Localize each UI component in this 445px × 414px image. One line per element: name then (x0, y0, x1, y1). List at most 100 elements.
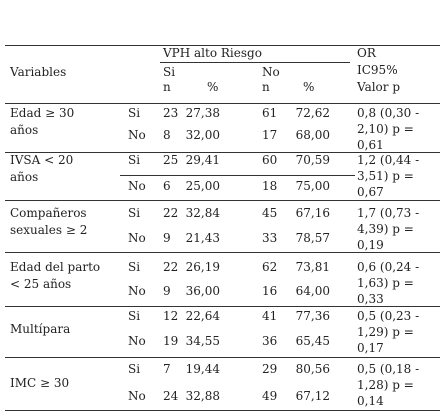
cell-pct: 29,41 (185, 153, 220, 167)
rule (5, 252, 440, 253)
header-si: Si (163, 65, 176, 79)
cell-pct: 77,36 (295, 309, 330, 323)
sub-label: Si (128, 153, 141, 167)
rule (5, 45, 440, 46)
cell-pct: 70,59 (295, 153, 330, 167)
variable-label: años (10, 170, 39, 184)
cell-pct: 36,00 (185, 284, 220, 298)
or-cell: 0,67 (357, 185, 384, 199)
cell-n: 25 (163, 153, 179, 167)
cell-n: 16 (262, 284, 278, 298)
header-pct: % (207, 80, 219, 94)
header-or: Valor p (357, 80, 401, 94)
variable-label: sexuales ≥ 2 (10, 223, 88, 237)
rule (5, 200, 440, 201)
cell-n: 61 (262, 106, 278, 120)
cell-n: 17 (262, 128, 278, 142)
cell-n: 18 (262, 179, 278, 193)
cell-pct: 75,00 (295, 179, 330, 193)
cell-pct: 32,88 (185, 389, 220, 403)
or-cell: 1,7 (0,73 - (357, 206, 420, 220)
or-cell: 0,14 (357, 394, 384, 408)
sub-label: No (128, 334, 146, 348)
cell-n: 6 (163, 179, 171, 193)
sub-label: No (128, 231, 146, 245)
sub-label: No (128, 284, 146, 298)
header-or: OR (357, 46, 376, 60)
or-cell: 1,63) p = (357, 276, 414, 290)
variable-label: años (10, 123, 39, 137)
variable-label: Edad del parto (10, 260, 101, 274)
sub-label: Si (128, 309, 141, 323)
cell-pct: 80,56 (295, 362, 330, 376)
header-n: n (163, 80, 171, 94)
or-cell: 0,17 (357, 341, 384, 355)
header-variables: Variables (10, 65, 67, 79)
cell-pct: 26,19 (185, 260, 220, 274)
cell-pct: 34,55 (185, 334, 220, 348)
sub-label: No (128, 128, 146, 142)
cell-n: 8 (163, 128, 171, 142)
cell-n: 33 (262, 231, 278, 245)
cell-n: 29 (262, 362, 278, 376)
or-cell: 2,10) p = (357, 122, 414, 136)
rule (5, 152, 440, 153)
variable-label: IMC ≥ 30 (10, 375, 70, 390)
cell-pct: 67,12 (295, 389, 330, 403)
header-n: n (262, 80, 270, 94)
cell-n: 41 (262, 309, 278, 323)
variable-label: Edad ≥ 30 (10, 106, 75, 120)
or-cell: 0,5 (0,18 - (357, 362, 420, 376)
cell-pct: 67,16 (295, 206, 330, 220)
or-cell: 0,8 (0,30 - (357, 106, 420, 120)
cell-pct: 22,64 (185, 309, 220, 323)
sub-label: Si (128, 106, 141, 120)
or-cell: 0,33 (357, 292, 384, 306)
cell-pct: 21,43 (185, 231, 220, 245)
cell-pct: 72,62 (295, 106, 330, 120)
cell-n: 22 (163, 206, 179, 220)
or-cell: 0,19 (357, 238, 384, 252)
cell-pct: 25,00 (185, 179, 220, 193)
or-cell: 4,39) p = (357, 222, 414, 236)
rule (120, 175, 355, 176)
or-cell: 1,2 (0,44 - (357, 153, 420, 167)
or-cell: 0,5 (0,23 - (357, 309, 420, 323)
header-group: VPH alto Riesgo (163, 46, 262, 60)
or-cell: 0,61 (357, 138, 384, 152)
header-or: IC95% (357, 63, 398, 77)
or-cell: 1,29) p = (357, 325, 414, 339)
sub-label: No (128, 389, 146, 403)
cell-pct: 32,84 (185, 206, 220, 220)
sub-label: Si (128, 362, 141, 376)
variable-label: < 25 años (10, 277, 72, 291)
header-pct: % (303, 80, 315, 94)
sub-label: Si (128, 206, 141, 220)
cell-pct: 64,00 (295, 284, 330, 298)
cell-pct: 19,44 (185, 362, 220, 376)
cell-n: 45 (262, 206, 278, 220)
rule (5, 357, 440, 358)
cell-n: 23 (163, 106, 179, 120)
rule (5, 410, 440, 411)
rule (5, 103, 440, 104)
cell-pct: 78,57 (295, 231, 330, 245)
variable-label: IVSA < 20 (10, 153, 74, 167)
cell-n: 12 (163, 309, 179, 323)
sub-label: Si (128, 260, 141, 274)
cell-n: 62 (262, 260, 278, 274)
rule (5, 306, 440, 307)
cell-n: 9 (163, 284, 171, 298)
or-cell: 0,6 (0,24 - (357, 260, 420, 274)
cell-n: 19 (163, 334, 179, 348)
cell-n: 9 (163, 231, 171, 245)
variable-label: Multípara (10, 321, 71, 336)
cell-n: 60 (262, 153, 278, 167)
cell-pct: 27,38 (185, 106, 220, 120)
or-cell: 1,28) p = (357, 378, 414, 392)
cell-n: 7 (163, 362, 171, 376)
cell-n: 36 (262, 334, 278, 348)
or-cell: 3,51) p = (357, 169, 414, 183)
cell-pct: 32,00 (185, 128, 220, 142)
